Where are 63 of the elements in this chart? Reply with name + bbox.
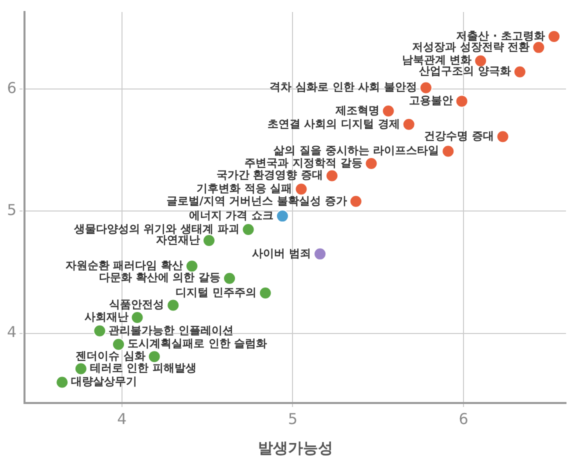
point (548, 30, 561, 43)
annotation: 테러로 인한 피해발생 (90, 362, 197, 375)
point (349, 194, 362, 208)
point (294, 182, 308, 196)
point (258, 286, 272, 300)
point (419, 81, 432, 94)
annotation: 저출산 · 초고령화 (456, 29, 546, 42)
point (166, 298, 180, 312)
y-tick-label: 4 (6, 323, 17, 342)
annotation: 격차 심화로 인한 사회 불안정 (270, 80, 417, 94)
x-tick-label: 4 (117, 410, 127, 428)
y-tick-label: 5 (6, 201, 17, 220)
point (276, 210, 289, 223)
point (532, 40, 546, 54)
annotation: 젠더이슈 심화 (76, 349, 146, 362)
annotation: 생물다양성의 위기와 생태계 파괴 (72, 222, 240, 236)
x-axis-title: 발생가능성 (258, 438, 333, 457)
annotation: 다문화 확산에 의한 갈등 (99, 271, 221, 284)
annotation: 삶의 질을 중시하는 라이프스타일 (272, 144, 440, 158)
annotation: 건강수명 증대 (424, 129, 494, 142)
annotation: 기후변화 적응 실패 (196, 182, 292, 196)
annotation: 주변국과 지정학적 갈등 (244, 156, 362, 170)
point (382, 104, 395, 118)
annotation: 남북관계 변화 (402, 54, 472, 67)
x-tick-label: 6 (458, 410, 468, 428)
point (496, 130, 510, 144)
x-tick-label: 5 (288, 410, 298, 428)
annotation: 식품안전성 (109, 298, 164, 312)
annotation: 국가간 환경영향 증대 (216, 168, 323, 182)
point (74, 362, 88, 376)
point (185, 260, 198, 273)
annotation: 에너지 가격 쇼크 (188, 208, 274, 222)
annotation: 자원순환 패러다임 확산 (65, 259, 183, 272)
annotation: 디지털 민주주의 (176, 286, 256, 299)
annotation: 자연재난 (156, 233, 200, 246)
point (442, 144, 455, 158)
point (242, 222, 255, 236)
point (455, 94, 468, 108)
point (130, 310, 144, 324)
annotation: 도시계획실패로 인한 슬럼화 (127, 337, 268, 350)
point (402, 118, 416, 131)
point (93, 324, 106, 338)
point (223, 272, 236, 285)
annotation: 글로벌/지역 거버넌스 불확실성 증가 (166, 194, 347, 208)
point (202, 234, 216, 247)
point (513, 65, 526, 78)
annotation: 사이버 범죄 (252, 246, 312, 260)
annotation: 초연결 사회의 디지털 경제 (267, 117, 400, 130)
point (112, 338, 125, 351)
annotation: 관리불가능한 인플레이션 (108, 324, 234, 337)
annotation: 대량살상무기 (71, 375, 138, 388)
annotation: 산업구조의 양극화 (419, 64, 511, 78)
point (325, 169, 338, 182)
point (56, 376, 69, 389)
annotation: 제조혁명 (334, 104, 380, 117)
point (474, 54, 488, 68)
annotation: 저성장과 성장전략 전환 (412, 40, 530, 54)
point (314, 247, 327, 260)
point (364, 157, 378, 170)
y-tick-label: 6 (6, 78, 17, 97)
point (148, 350, 161, 364)
annotation: 고용불안 (408, 94, 453, 108)
annotation: 사회재난 (84, 310, 128, 324)
